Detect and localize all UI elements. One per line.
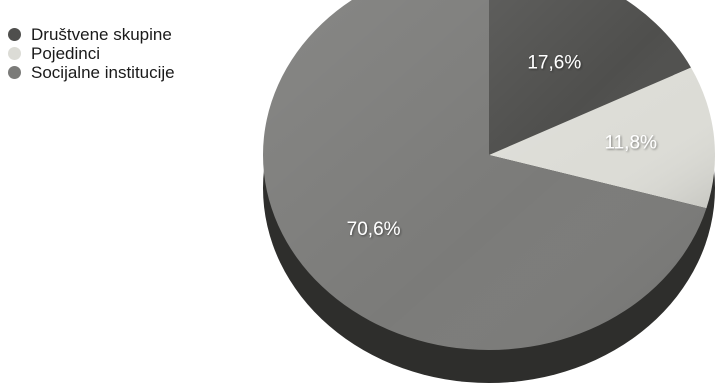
pie-label-socijalne-institucije: 70,6% bbox=[347, 219, 401, 240]
legend-label-socijalne-institucije: Socijalne institucije bbox=[31, 62, 175, 82]
pie-slice-shading-pojedinci bbox=[489, 67, 715, 209]
pie-slices bbox=[263, 0, 715, 350]
pie-slice-shading-drustvene-skupine bbox=[489, 0, 692, 155]
chart-legend: Društvene skupine Pojedinci Socijalne in… bbox=[8, 25, 175, 82]
legend-swatch-drustvene-skupine bbox=[8, 28, 21, 41]
pie-label-pojedinci: 11,8% bbox=[604, 132, 657, 153]
legend-item-pojedinci: Pojedinci bbox=[8, 44, 175, 63]
legend-item-drustvene-skupine: Društvene skupine bbox=[8, 25, 175, 44]
legend-item-socijalne-institucije: Socijalne institucije bbox=[8, 63, 175, 82]
pie-label-drustvene-skupine: 17,6% bbox=[527, 53, 581, 74]
pie-slice-shading-socijalne-institucije bbox=[263, 0, 707, 350]
legend-swatch-pojedinci bbox=[8, 47, 21, 60]
legend-label-pojedinci: Pojedinci bbox=[31, 43, 100, 63]
pie-labels: 17,6% 11,8% 70,6% bbox=[347, 53, 657, 240]
legend-swatch-socijalne-institucije bbox=[8, 66, 21, 79]
legend-label-drustvene-skupine: Društvene skupine bbox=[31, 24, 172, 44]
